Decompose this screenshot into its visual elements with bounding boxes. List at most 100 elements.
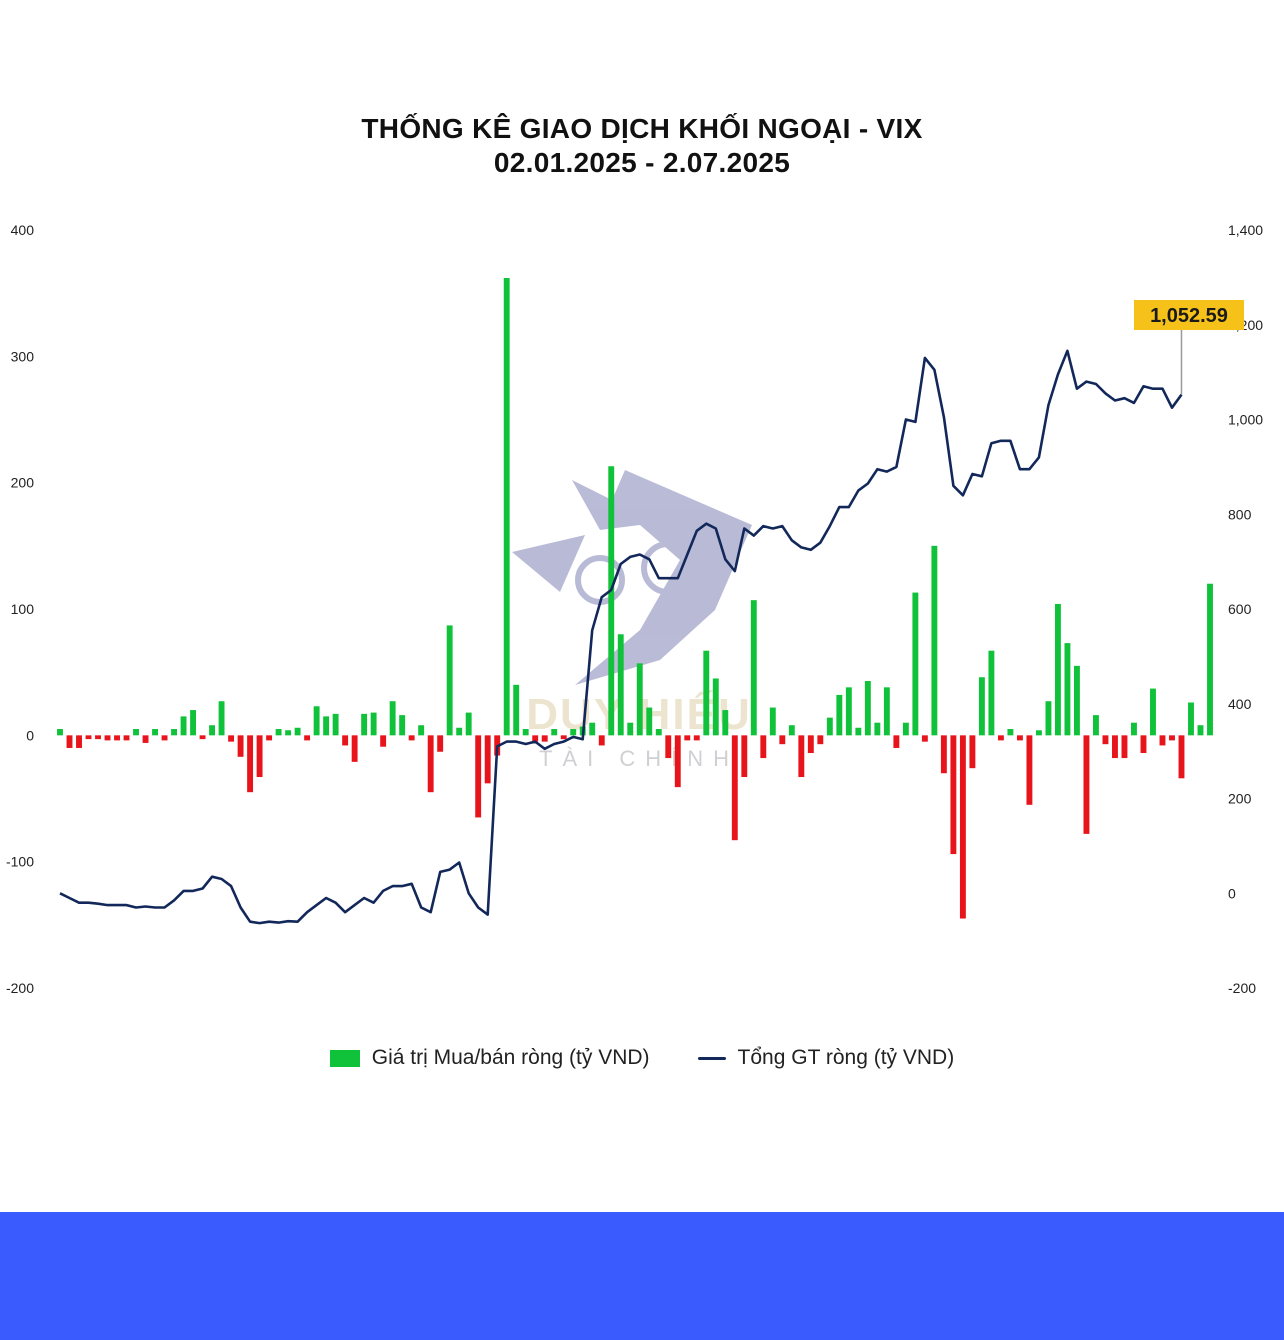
legend-item-line[interactable]: Tổng GT ròng (tỷ VND) (697, 1046, 955, 1070)
bar-series (57, 278, 1213, 919)
bar (484, 735, 491, 784)
bar (1045, 701, 1052, 736)
bar (798, 735, 805, 778)
watermark-coin-icon (641, 541, 695, 595)
bar (570, 729, 577, 736)
bar (427, 735, 434, 793)
bar (760, 735, 767, 759)
bar (551, 729, 558, 736)
bar (788, 725, 795, 736)
right-tick-label: -200 (1228, 980, 1256, 996)
legend-line-swatch (697, 1056, 726, 1060)
bar (389, 701, 396, 736)
bar (722, 710, 729, 736)
bar (446, 625, 453, 736)
bar (465, 712, 472, 736)
bar (883, 687, 890, 736)
bar (361, 713, 368, 736)
bar (826, 717, 833, 736)
bar (313, 706, 320, 736)
bar (836, 694, 843, 736)
bar (95, 735, 101, 740)
callout-value: 1,052.59 (1150, 305, 1228, 327)
bar (1140, 735, 1147, 754)
bar (1064, 643, 1071, 736)
bar (703, 650, 710, 736)
bar (237, 735, 244, 757)
legend-item-bar[interactable]: Giá trị Mua/bán ròng (tỷ VND) (329, 1046, 650, 1070)
bar (522, 729, 529, 736)
bar (855, 727, 862, 736)
bar (845, 687, 852, 736)
line-series (59, 349, 1183, 925)
bar (1121, 735, 1128, 759)
bar (874, 722, 881, 736)
bar (636, 663, 643, 736)
left-axis: 400 300 200 100 0 -100 -200 (6, 222, 34, 996)
bar (370, 712, 377, 736)
bar (1159, 735, 1166, 746)
bar (1169, 735, 1175, 741)
bar (503, 278, 510, 736)
bar (921, 735, 928, 742)
bar (693, 735, 700, 741)
bar (161, 735, 168, 741)
bar (712, 678, 719, 736)
bar (950, 735, 957, 855)
bar (1150, 688, 1156, 736)
bar (1083, 735, 1090, 834)
bar (646, 707, 653, 736)
bar (532, 735, 539, 742)
right-tick-label: 0 (1228, 885, 1236, 901)
bar (152, 729, 158, 736)
bar (1112, 735, 1118, 759)
bar (769, 707, 776, 736)
bar (171, 729, 177, 736)
bar (589, 722, 596, 736)
bar (959, 735, 966, 919)
bar (123, 735, 130, 741)
last-value-callout: 1,052.59 (1134, 300, 1244, 395)
bar (1178, 735, 1185, 779)
bar (807, 735, 814, 754)
bar (560, 735, 567, 740)
bar (940, 735, 947, 774)
watermark-swoosh-icon (512, 535, 585, 592)
bar (684, 735, 691, 741)
bar (133, 729, 139, 736)
legend-bar-label: Giá trị Mua/bán ròng (tỷ VND) (371, 1046, 650, 1069)
bar (912, 592, 919, 736)
bar (893, 735, 900, 748)
right-tick-label: 1,000 (1228, 412, 1263, 428)
bar (1131, 722, 1137, 736)
chart-title-line2: 02.01.2025 - 2.07.2025 (493, 147, 791, 178)
legend-bar-swatch (329, 1049, 360, 1067)
right-tick-label: 400 (1228, 696, 1252, 712)
bar (475, 735, 482, 818)
line-path (59, 349, 1183, 925)
bar (142, 735, 149, 743)
bar (1073, 665, 1080, 736)
bar (85, 735, 92, 740)
bar (969, 735, 976, 769)
bar (1102, 735, 1109, 745)
chart-title: THỐNG KÊ GIAO DỊCH KHỐI NGOẠI - VIX 02.0… (0, 112, 1284, 180)
bar (104, 735, 111, 741)
legend-line-label: Tổng GT ròng (tỷ VND) (737, 1046, 955, 1069)
left-tick-label: 200 (11, 475, 35, 491)
bar (247, 735, 254, 793)
callout-box (1134, 300, 1244, 330)
bar (541, 735, 548, 742)
bar (57, 729, 63, 736)
bar (617, 634, 624, 736)
bar (66, 735, 73, 748)
left-tick-label: -200 (6, 980, 34, 996)
bar (218, 701, 225, 736)
bar (351, 735, 358, 762)
legend: Giá trị Mua/bán ròng (tỷ VND) Tổng GT rò… (0, 1046, 1284, 1070)
bar (1093, 715, 1099, 736)
right-tick-label: 800 (1228, 506, 1252, 522)
bar (931, 545, 938, 736)
